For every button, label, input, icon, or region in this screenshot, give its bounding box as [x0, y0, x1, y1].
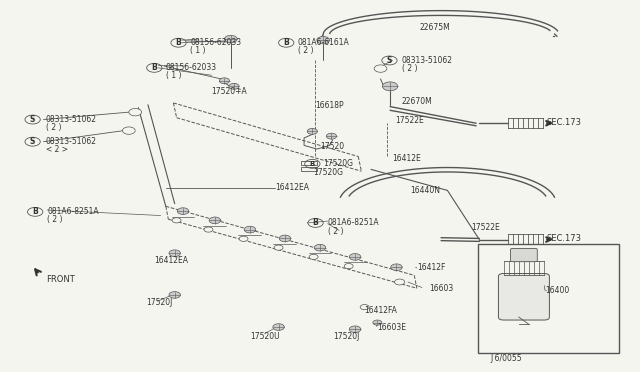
Text: S: S — [30, 115, 35, 124]
Circle shape — [204, 227, 213, 232]
Text: ( 1 ): ( 1 ) — [166, 71, 181, 80]
Text: 17520J: 17520J — [147, 298, 173, 307]
Circle shape — [239, 236, 248, 241]
Text: ( 1 ): ( 1 ) — [190, 46, 205, 55]
Text: B: B — [313, 218, 319, 227]
Text: S: S — [30, 137, 35, 146]
Circle shape — [129, 109, 141, 116]
Text: 16603: 16603 — [429, 284, 453, 293]
Circle shape — [279, 235, 291, 242]
Circle shape — [220, 78, 230, 84]
Circle shape — [374, 65, 387, 72]
Bar — [301, 167, 317, 171]
Circle shape — [169, 292, 180, 298]
Circle shape — [391, 264, 402, 270]
Circle shape — [373, 320, 382, 325]
Text: 17520G: 17520G — [323, 159, 353, 169]
Circle shape — [122, 127, 135, 134]
Text: ( 2 ): ( 2 ) — [47, 215, 63, 224]
Circle shape — [309, 254, 318, 260]
Text: 081A6-8251A: 081A6-8251A — [47, 207, 99, 217]
Text: ( 2 ): ( 2 ) — [328, 227, 343, 235]
FancyBboxPatch shape — [499, 273, 549, 320]
Text: 08313-51062: 08313-51062 — [46, 137, 97, 146]
Text: 08313-51062: 08313-51062 — [46, 115, 97, 124]
Text: 17520G: 17520G — [314, 168, 344, 177]
Text: 08156-62033: 08156-62033 — [190, 38, 241, 47]
Circle shape — [314, 244, 326, 251]
Circle shape — [349, 254, 361, 260]
Circle shape — [383, 82, 397, 91]
Text: ( 2 ): ( 2 ) — [46, 123, 61, 132]
Circle shape — [172, 218, 181, 223]
Text: B: B — [175, 38, 181, 47]
Text: 17522E: 17522E — [395, 116, 424, 125]
Circle shape — [244, 226, 255, 233]
Text: 22675M: 22675M — [419, 23, 450, 32]
Circle shape — [394, 279, 404, 285]
Text: 17522E: 17522E — [472, 223, 500, 232]
Circle shape — [177, 208, 189, 214]
Text: 16412FA: 16412FA — [365, 306, 397, 315]
Bar — [301, 161, 317, 165]
Text: 08313-51062: 08313-51062 — [401, 56, 452, 65]
Text: 16440N: 16440N — [410, 186, 440, 195]
Text: J 6/0055: J 6/0055 — [491, 354, 522, 363]
Circle shape — [229, 83, 239, 89]
Text: FRONT: FRONT — [46, 275, 75, 283]
Text: 17520: 17520 — [320, 142, 344, 151]
Circle shape — [326, 133, 337, 139]
Circle shape — [344, 263, 353, 269]
Text: B: B — [284, 38, 289, 47]
Text: 16412EA: 16412EA — [275, 183, 309, 192]
Text: 16400: 16400 — [545, 286, 569, 295]
Text: 16618P: 16618P — [315, 101, 344, 110]
Text: 081A6-6161A: 081A6-6161A — [298, 38, 349, 47]
Text: 17520J: 17520J — [333, 332, 359, 341]
Circle shape — [209, 217, 221, 224]
Circle shape — [169, 250, 180, 257]
Text: S: S — [387, 56, 392, 65]
Circle shape — [349, 326, 361, 333]
Circle shape — [360, 305, 369, 310]
Text: 17520+A: 17520+A — [212, 87, 248, 96]
Circle shape — [273, 324, 284, 330]
Text: 22670M: 22670M — [401, 97, 432, 106]
Text: 16412F: 16412F — [417, 263, 445, 272]
Text: 16412EA: 16412EA — [154, 256, 188, 265]
Text: ( 2 ): ( 2 ) — [298, 46, 313, 55]
Circle shape — [274, 245, 283, 250]
Text: SEC.173: SEC.173 — [547, 234, 582, 243]
Text: B: B — [32, 207, 38, 217]
Text: SEC.173: SEC.173 — [547, 118, 582, 127]
FancyBboxPatch shape — [511, 248, 538, 262]
Text: 17520U: 17520U — [250, 332, 280, 341]
Circle shape — [225, 35, 237, 43]
Text: 16603E: 16603E — [378, 323, 406, 331]
Circle shape — [317, 36, 330, 44]
Text: 16412E: 16412E — [392, 154, 420, 163]
Text: B: B — [152, 63, 157, 72]
Bar — [478, 244, 620, 353]
Text: ( 2 ): ( 2 ) — [401, 64, 417, 73]
Text: B: B — [310, 161, 315, 167]
Circle shape — [307, 128, 317, 134]
Text: 08156-62033: 08156-62033 — [166, 63, 217, 72]
Text: 081A6-8251A: 081A6-8251A — [328, 218, 380, 227]
Text: < 2 >: < 2 > — [46, 145, 68, 154]
